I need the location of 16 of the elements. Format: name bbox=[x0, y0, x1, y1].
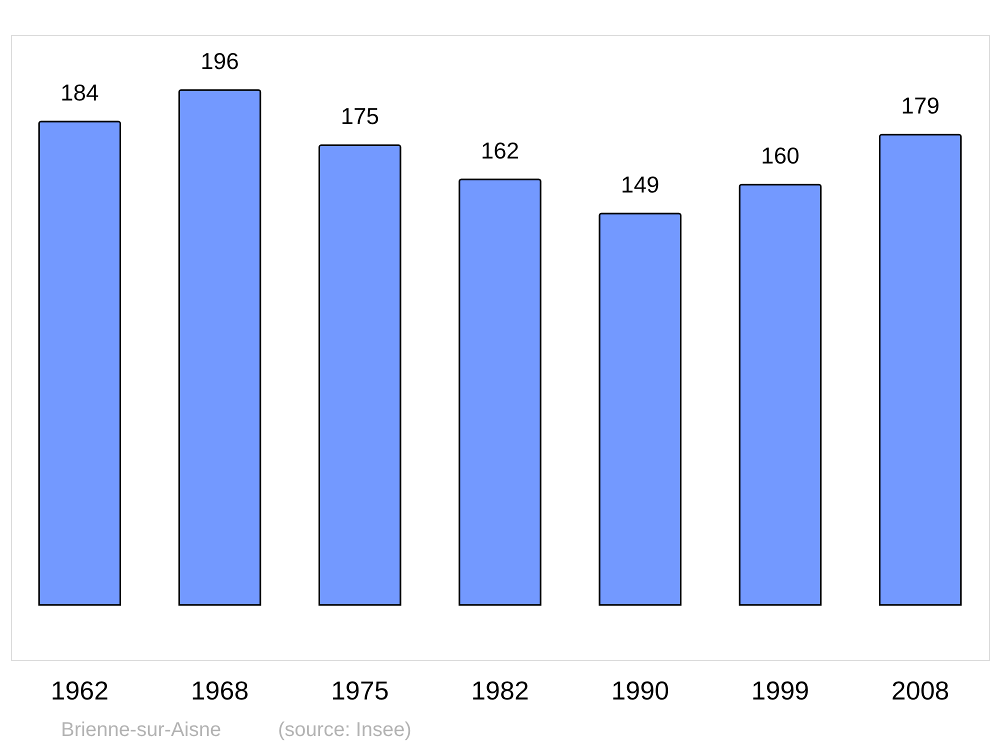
data-label: 162 bbox=[480, 137, 520, 164]
data-label: 184 bbox=[60, 80, 100, 106]
x-tick-label: 1982 bbox=[471, 676, 529, 706]
x-tick-label: 2008 bbox=[891, 676, 950, 706]
text: (source: Insee) bbox=[278, 719, 412, 741]
x-tick-label: 1990 bbox=[611, 676, 670, 706]
data-label: 179 bbox=[901, 92, 940, 119]
text: Brienne-sur-Aisne bbox=[61, 719, 222, 741]
data-label: 175 bbox=[340, 103, 380, 130]
x-tick-label: 1962 bbox=[50, 676, 109, 706]
x-tick-label: 1975 bbox=[330, 676, 389, 706]
x-tick-label: 1968 bbox=[190, 676, 249, 706]
data-label: 196 bbox=[200, 48, 239, 74]
data-label: 149 bbox=[620, 171, 660, 198]
x-tick-label: 1999 bbox=[751, 676, 810, 706]
data-label: 160 bbox=[761, 142, 800, 169]
